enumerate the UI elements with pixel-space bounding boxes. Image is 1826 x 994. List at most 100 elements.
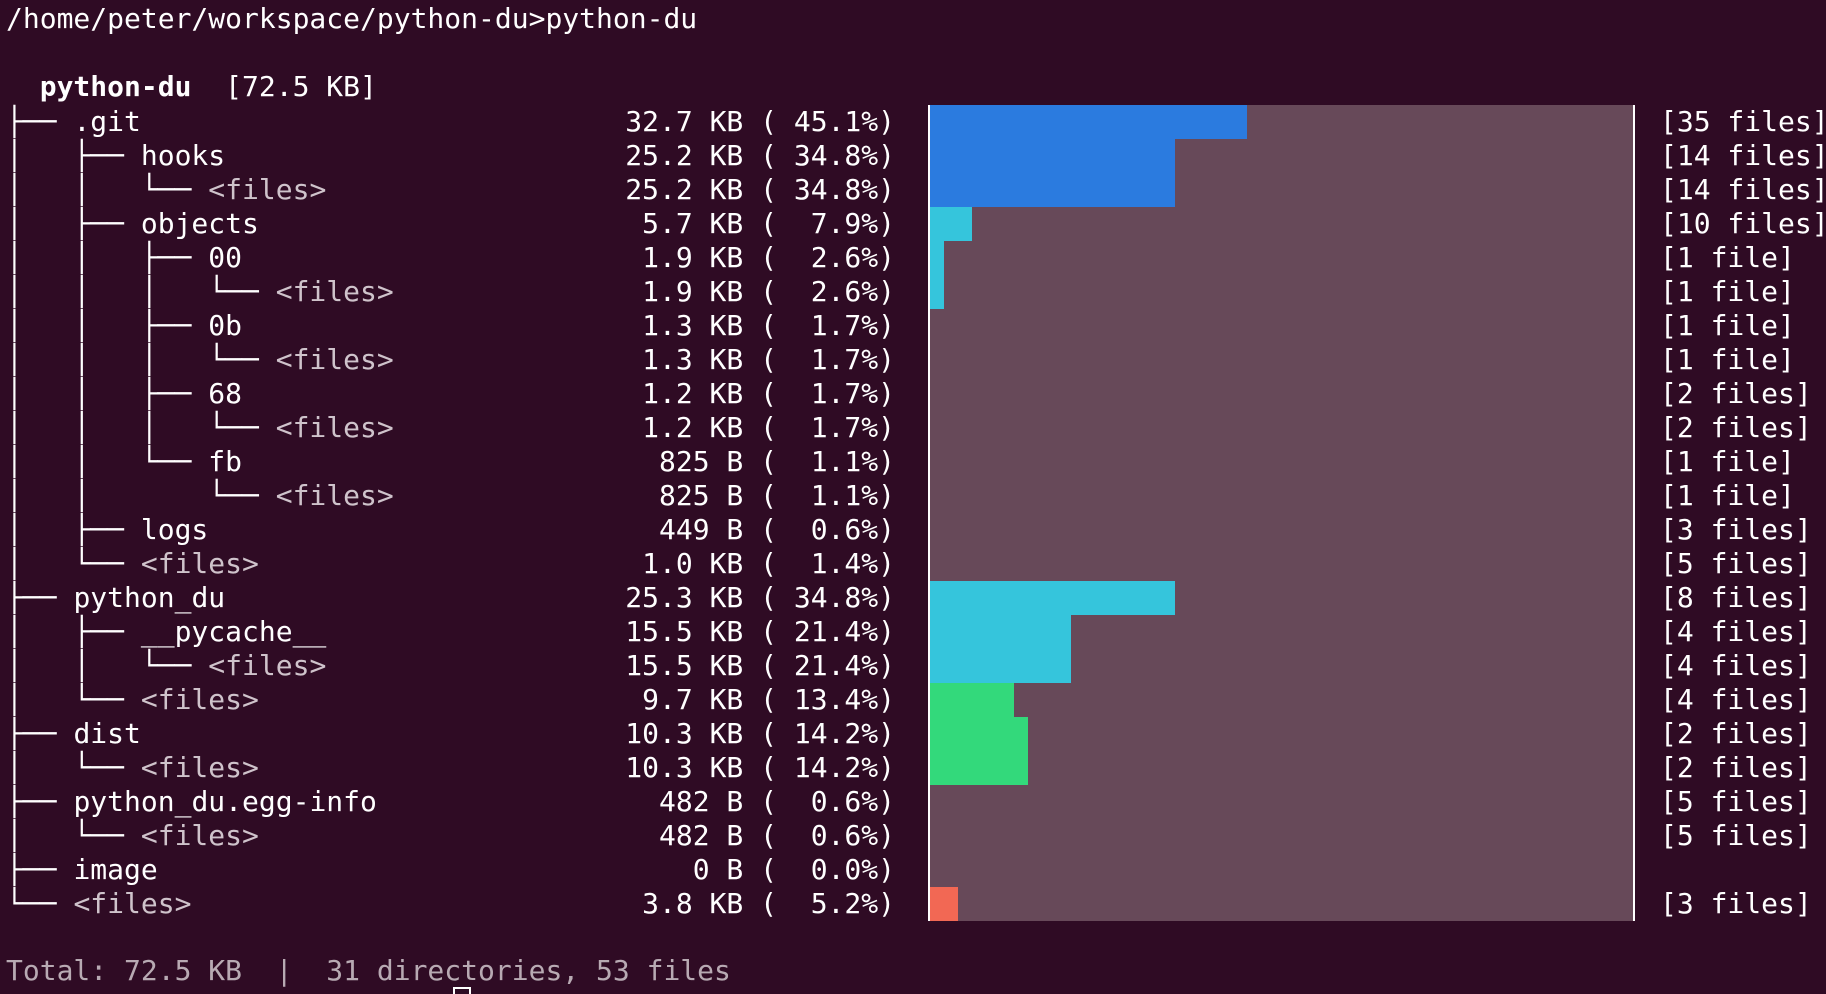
tree-branch-lines: │ │ ├── xyxy=(6,377,209,410)
usage-bar xyxy=(930,615,1071,649)
size-percentage: 9.7 KB ( 13.4%) xyxy=(642,683,895,716)
tree-branch-lines: │ │ │ └── xyxy=(6,411,276,444)
tree-row: │ └── <files> xyxy=(6,819,259,853)
tree-row: │ │ │ └── <files> xyxy=(6,275,394,309)
file-count: [1 file] xyxy=(1660,445,1795,478)
tree-row: ├── python_du.egg-info xyxy=(6,785,377,819)
size-percentage: 482 B ( 0.6%) xyxy=(658,785,895,818)
usage-bar xyxy=(930,751,1028,785)
file-count: [10 files] xyxy=(1660,207,1826,240)
root-directory-name: python-du xyxy=(39,70,192,103)
size-percentage: 449 B ( 0.6%) xyxy=(658,513,895,546)
tree-row: │ │ │ └── <files> xyxy=(6,343,394,377)
tree-row: │ │ └── <files> xyxy=(6,649,326,683)
files-entry-label: <files> xyxy=(140,683,259,716)
command-prompt: /home/peter/workspace/python-du>python-d… xyxy=(6,2,698,35)
usage-bar xyxy=(930,207,972,241)
directory-name: 0b xyxy=(208,309,243,342)
size-percentage: 825 B ( 1.1%) xyxy=(658,479,895,512)
tree-row: ├── python_du xyxy=(6,581,225,615)
tree-branch-lines: │ │ │ └── xyxy=(6,275,276,308)
size-percentage: 15.5 KB ( 21.4%) xyxy=(625,649,895,682)
usage-bar xyxy=(930,683,1014,717)
file-count: [14 files] xyxy=(1660,173,1826,206)
tree-branch-lines: │ │ │ └── xyxy=(6,343,276,376)
size-percentage: 825 B ( 1.1%) xyxy=(658,445,895,478)
usage-bar xyxy=(930,887,958,921)
tree-branch-lines: ├── xyxy=(6,853,74,886)
root-header: python-du [72.5 KB] xyxy=(6,36,377,103)
tree-branch-lines: │ └── xyxy=(6,683,141,716)
tree-branch-lines: │ │ ├── xyxy=(6,241,209,274)
file-count: [3 files] xyxy=(1660,513,1812,546)
size-percentage: 25.2 KB ( 34.8%) xyxy=(625,173,895,206)
files-entry-label: <files> xyxy=(140,751,259,784)
file-count: [5 files] xyxy=(1660,819,1812,852)
tree-row: │ │ ├── 0b xyxy=(6,309,242,343)
file-count: [4 files] xyxy=(1660,683,1812,716)
tree-branch-lines: │ │ └── xyxy=(6,649,209,682)
tree-branch-lines: ├── xyxy=(6,105,74,138)
directory-name: dist xyxy=(73,717,141,750)
files-entry-label: <files> xyxy=(208,173,327,206)
tree-branch-lines: │ │ └── xyxy=(6,173,209,206)
size-percentage: 10.3 KB ( 14.2%) xyxy=(625,751,895,784)
size-percentage: 482 B ( 0.6%) xyxy=(658,819,895,852)
file-count: [2 files] xyxy=(1660,717,1812,750)
tree-branch-lines: ├── xyxy=(6,785,74,818)
file-count: [1 file] xyxy=(1660,309,1795,342)
file-count: [5 files] xyxy=(1660,547,1812,580)
files-entry-label: <files> xyxy=(208,649,327,682)
size-percentage: 5.7 KB ( 7.9%) xyxy=(642,207,895,240)
tree-branch-lines: │ ├── xyxy=(6,139,141,172)
file-count: [4 files] xyxy=(1660,615,1812,648)
size-percentage: 1.3 KB ( 1.7%) xyxy=(642,309,895,342)
file-count: [1 file] xyxy=(1660,241,1795,274)
files-entry-label: <files> xyxy=(140,819,259,852)
size-percentage: 25.3 KB ( 34.8%) xyxy=(625,581,895,614)
directory-name: 00 xyxy=(208,241,243,274)
directory-name: logs xyxy=(140,513,209,546)
usage-bar-panel xyxy=(928,105,1635,921)
usage-bar xyxy=(930,139,1175,173)
file-count: [8 files] xyxy=(1660,581,1812,614)
files-entry-label: <files> xyxy=(275,343,394,376)
tree-row: ├── .git xyxy=(6,105,141,139)
file-count: [5 files] xyxy=(1660,785,1812,818)
tree-branch-lines: ├── xyxy=(6,717,74,750)
directory-name: objects xyxy=(140,207,259,240)
files-entry-label: <files> xyxy=(73,887,192,920)
header-gap xyxy=(191,70,225,103)
size-percentage: 1.9 KB ( 2.6%) xyxy=(642,241,895,274)
file-count: [2 files] xyxy=(1660,751,1812,784)
size-percentage: 1.2 KB ( 1.7%) xyxy=(642,377,895,410)
size-percentage: 1.0 KB ( 1.4%) xyxy=(642,547,895,580)
tree-row: │ │ └── <files> xyxy=(6,479,394,513)
directory-name: python_du.egg-info xyxy=(73,785,377,818)
tree-branch-lines: │ ├── xyxy=(6,207,141,240)
tree-branch-lines: │ ├── xyxy=(6,615,141,648)
file-count: [35 files] xyxy=(1660,105,1826,138)
size-percentage: 1.9 KB ( 2.6%) xyxy=(642,275,895,308)
tree-row: │ ├── objects xyxy=(6,207,259,241)
usage-bar xyxy=(930,275,944,309)
file-count: [4 files] xyxy=(1660,649,1812,682)
tree-row: │ └── <files> xyxy=(6,751,259,785)
files-entry-label: <files> xyxy=(140,547,259,580)
tree-row: │ │ ├── 00 xyxy=(6,241,242,275)
usage-bar xyxy=(930,105,1247,139)
size-percentage: 15.5 KB ( 21.4%) xyxy=(625,615,895,648)
directory-name: image xyxy=(73,853,158,886)
tree-branch-lines: └── xyxy=(6,887,74,920)
file-count: [1 file] xyxy=(1660,479,1795,512)
tree-row: │ │ └── <files> xyxy=(6,173,326,207)
usage-bar xyxy=(930,717,1028,751)
tree-branch-lines: │ │ ├── xyxy=(6,309,209,342)
tree-row: ├── image xyxy=(6,853,158,887)
files-entry-label: <files> xyxy=(275,411,394,444)
files-entry-label: <files> xyxy=(275,479,394,512)
tree-row: │ └── <files> xyxy=(6,547,259,581)
tree-branch-lines: │ │ └── xyxy=(6,445,209,478)
usage-bar xyxy=(930,241,944,275)
tree-row: │ │ ├── 68 xyxy=(6,377,242,411)
